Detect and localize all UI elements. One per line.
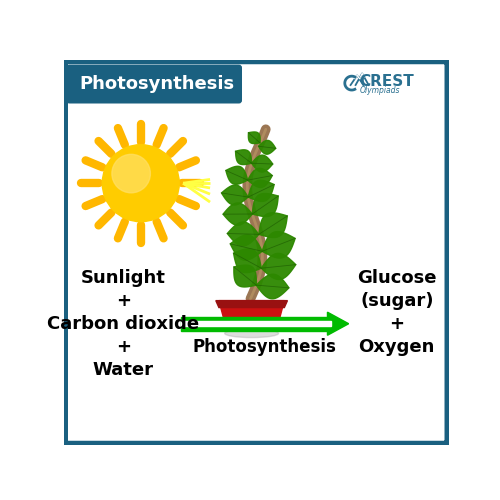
Text: Water: Water — [93, 361, 154, 379]
Ellipse shape — [224, 329, 278, 338]
Polygon shape — [248, 132, 260, 143]
Polygon shape — [181, 321, 332, 326]
Polygon shape — [222, 185, 248, 205]
Polygon shape — [256, 274, 289, 299]
FancyBboxPatch shape — [64, 61, 448, 444]
Polygon shape — [230, 235, 262, 260]
Polygon shape — [248, 180, 274, 202]
Text: (sugar): (sugar) — [360, 292, 434, 310]
Text: +: + — [116, 292, 131, 310]
Polygon shape — [248, 168, 272, 188]
Text: Photosynthesis: Photosynthesis — [193, 338, 337, 356]
Text: Carbon dioxide: Carbon dioxide — [48, 314, 200, 332]
Polygon shape — [234, 249, 262, 272]
FancyBboxPatch shape — [66, 64, 242, 104]
Text: CREST: CREST — [360, 74, 414, 88]
Polygon shape — [181, 317, 328, 330]
Polygon shape — [258, 140, 276, 154]
Text: Olympiads: Olympiads — [360, 86, 400, 96]
Text: Photosynthesis: Photosynthesis — [79, 75, 234, 93]
Text: Oxygen: Oxygen — [358, 338, 435, 356]
Polygon shape — [219, 300, 284, 330]
Text: Sunlight: Sunlight — [81, 268, 166, 286]
Text: Glucose: Glucose — [357, 268, 436, 286]
Polygon shape — [262, 232, 295, 258]
Polygon shape — [223, 203, 252, 226]
Polygon shape — [328, 312, 348, 336]
Polygon shape — [262, 254, 296, 280]
Polygon shape — [234, 265, 256, 287]
Polygon shape — [252, 155, 273, 172]
Polygon shape — [216, 300, 288, 308]
Polygon shape — [226, 166, 248, 184]
Polygon shape — [236, 150, 252, 164]
Text: +: + — [390, 314, 404, 332]
Circle shape — [102, 144, 179, 222]
Polygon shape — [228, 222, 259, 246]
Polygon shape — [252, 194, 278, 216]
Polygon shape — [259, 213, 288, 238]
Circle shape — [112, 154, 150, 193]
Text: +: + — [116, 338, 131, 356]
